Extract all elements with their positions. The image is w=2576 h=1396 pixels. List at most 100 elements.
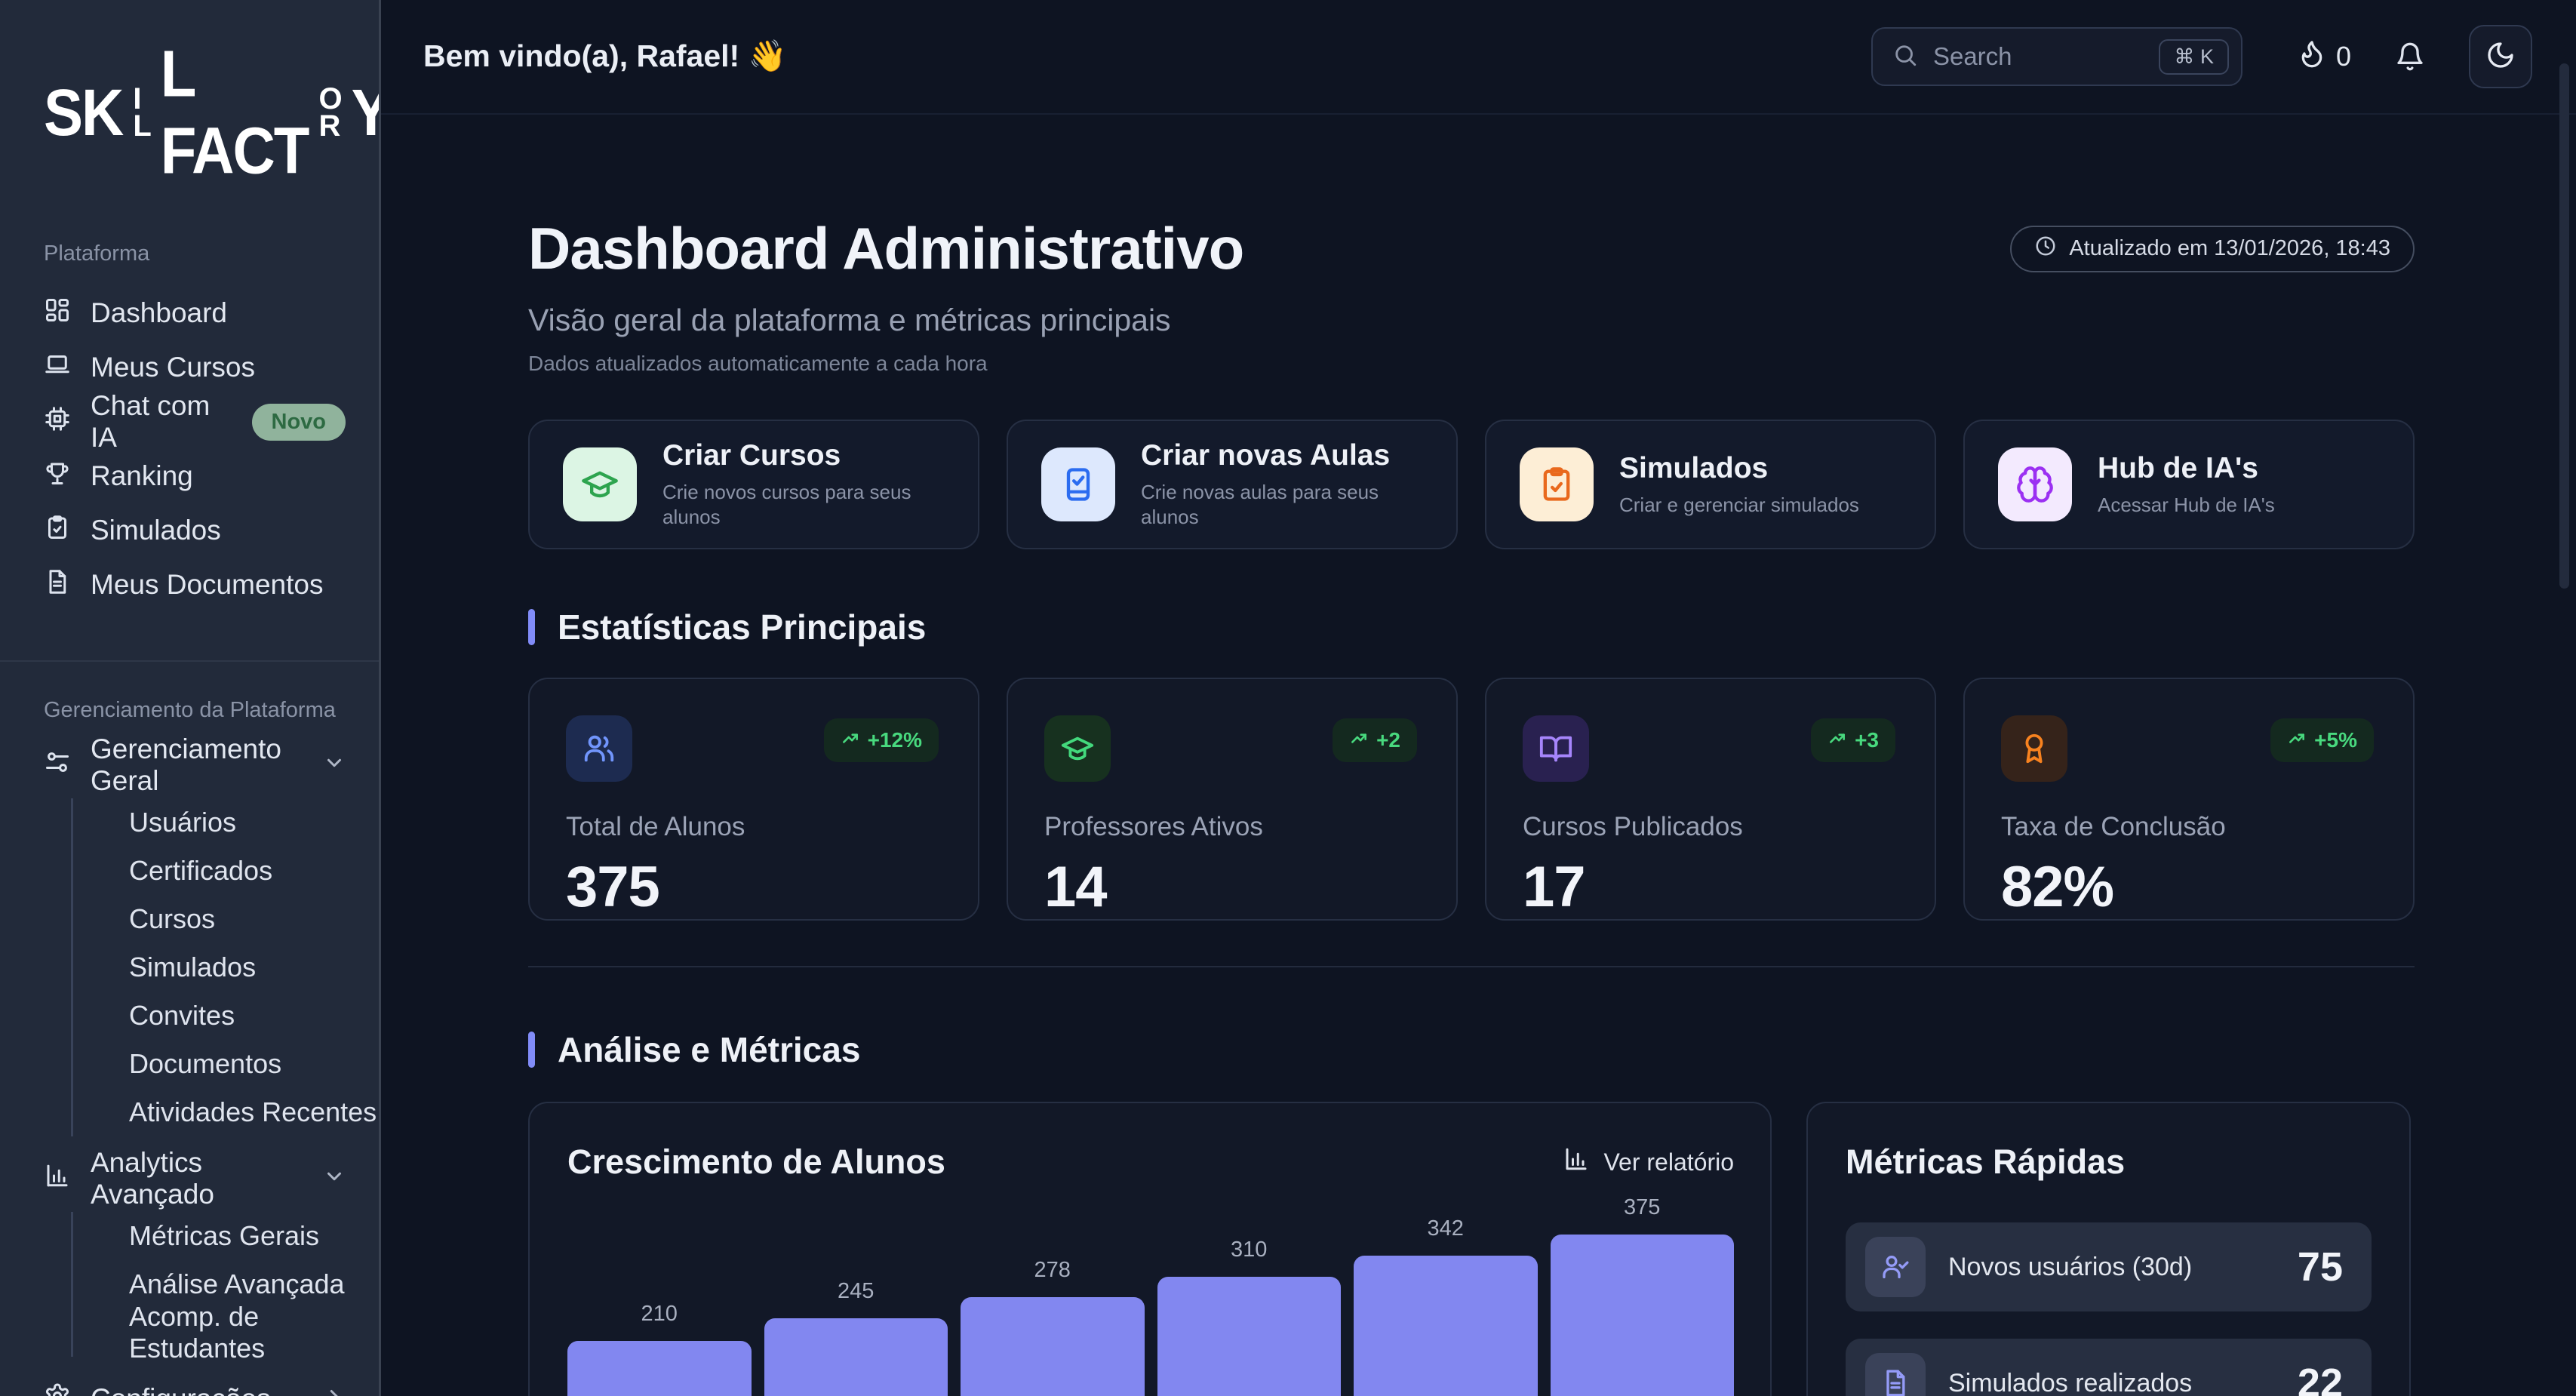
chart-bar-value-label: 210: [641, 1302, 678, 1327]
welcome-message: Bem vindo(a), Rafael! 👋: [423, 38, 787, 73]
chart-bar-column: 375: [1550, 1195, 1734, 1396]
sidebar-item-certificados[interactable]: Certificados: [129, 855, 273, 886]
sidebar-item-configuracoes[interactable]: Configurações: [0, 1370, 379, 1396]
quick-action-criar-cursos[interactable]: Criar Cursos Crie novos cursos para seus…: [528, 420, 979, 549]
quick-metrics-title: Métricas Rápidas: [1846, 1142, 2126, 1181]
award-icon: [2001, 715, 2067, 782]
sidebar-item-metricas-gerais[interactable]: Métricas Gerais: [129, 1220, 320, 1251]
topbar-actions: 0: [2297, 25, 2532, 88]
sidebar-item-meus-cursos[interactable]: Meus Cursos: [0, 340, 379, 395]
sidebar-section-gerenciamento: Gerenciamento da Plataforma: [44, 698, 336, 722]
chart-bar: 245: [764, 1279, 948, 1396]
quick-action-criar-aulas[interactable]: Criar novas Aulas Crie novas aulas para …: [1007, 420, 1458, 549]
bell-icon: [2395, 42, 2425, 72]
gerenciamento-sublist: Usuários Certificados Cursos Simulados C…: [71, 798, 379, 1136]
search-input-wrapper[interactable]: ⌘ K: [1871, 27, 2242, 86]
search-input[interactable]: [1932, 42, 2144, 71]
clipboard-check-icon: [1520, 447, 1594, 521]
sidebar-item-dashboard[interactable]: Dashboard: [0, 286, 379, 340]
chart-bar: 342: [1354, 1216, 1538, 1396]
metric-row-novos-usuarios: Novos usuários (30d) 75: [1846, 1222, 2372, 1311]
trending-up-icon: [1349, 728, 1369, 753]
chart-bar-column: 245: [764, 1235, 948, 1396]
sidebar-item-acomp-estudantes[interactable]: Acomp. de Estudantes: [129, 1301, 266, 1364]
view-report-button[interactable]: Ver relatório: [1563, 1145, 1734, 1179]
file-text-icon: [44, 568, 71, 602]
sidebar-group-gerenciamento-geral[interactable]: Gerenciamento Geral: [0, 733, 379, 796]
last-updated-badge: Atualizado em 13/01/2026, 18:43: [2010, 225, 2415, 272]
logo-part2: L FACT: [160, 36, 310, 188]
logo-part1: SK: [44, 75, 124, 149]
chart-bar-value-label: 342: [1427, 1216, 1464, 1241]
graduation-cap-icon: [563, 447, 637, 521]
analytics-sublist: Métricas Gerais Análise Avançada Acomp. …: [71, 1212, 379, 1364]
stat-card-taxa-conclusao: +5% Taxa de Conclusão 82%: [1963, 678, 2415, 921]
streak-count: 0: [2335, 41, 2351, 72]
search-icon: [1892, 42, 1918, 72]
book-open-icon: [1523, 715, 1589, 782]
topbar: Bem vindo(a), Rafael! 👋 ⌘ K 0: [381, 0, 2576, 115]
stats-section-header: Estatísticas Principais: [528, 607, 2415, 647]
laptop-icon: [44, 351, 71, 385]
chevron-down-icon: [323, 1163, 346, 1195]
notifications-button[interactable]: [2395, 42, 2425, 72]
metric-row-simulados-realizados: Simulados realizados 22: [1846, 1339, 2372, 1396]
bar-chart-icon: [1563, 1145, 1590, 1179]
quick-action-hub-ia[interactable]: Hub de IA's Acessar Hub de IA's: [1963, 420, 2415, 549]
users-icon: [566, 715, 632, 782]
growth-chart-card: Crescimento de Alunos Ver relatório 210 2…: [528, 1102, 1772, 1396]
sidebar-item-analise-avancada[interactable]: Análise Avançada: [129, 1268, 345, 1299]
scrollbar-thumb[interactable]: [2559, 63, 2569, 589]
section-accent-bar: [528, 1032, 535, 1068]
stat-card-professores: +2 Professores Ativos 14: [1007, 678, 1458, 921]
graduation-cap-icon: [1044, 715, 1111, 782]
sliders-icon: [44, 749, 71, 783]
logo-part3: Y: [352, 74, 379, 151]
section-divider: [528, 966, 2415, 967]
chart-bar-column: 210: [567, 1235, 752, 1396]
quick-action-simulados[interactable]: Simulados Criar e gerenciar simulados: [1485, 420, 1936, 549]
sidebar-item-meus-documentos[interactable]: Meus Documentos: [0, 558, 379, 612]
stats-grid: +12% Total de Alunos 375 +2 Professores …: [528, 678, 2415, 921]
flame-icon: [2297, 38, 2327, 75]
sidebar-item-documentos[interactable]: Documentos: [129, 1048, 282, 1079]
sidebar-item-chat-ia[interactable]: Chat com IA Novo: [0, 390, 379, 453]
stat-delta-badge: +5%: [2270, 718, 2374, 762]
novo-badge: Novo: [251, 403, 346, 441]
sidebar-item-simulados-admin[interactable]: Simulados: [129, 952, 257, 982]
streak-counter[interactable]: 0: [2297, 38, 2351, 75]
sidebar-section-plataforma: Plataforma: [44, 241, 150, 266]
stat-delta-badge: +12%: [823, 718, 939, 762]
chart-bar-column: 310: [1157, 1235, 1341, 1396]
section-accent-bar: [528, 609, 535, 645]
search-shortcut-kbd: ⌘ K: [2159, 38, 2229, 75]
sidebar-item-simulados[interactable]: Simulados: [0, 503, 379, 558]
stat-card-total-alunos: +12% Total de Alunos 375: [528, 678, 979, 921]
quick-actions: Criar Cursos Crie novos cursos para seus…: [528, 420, 2415, 549]
stat-delta-badge: +3: [1811, 718, 1895, 762]
trophy-icon: [44, 460, 71, 494]
sidebar-divider: [0, 660, 379, 662]
sidebar-item-convites[interactable]: Convites: [129, 1000, 235, 1031]
quick-metrics-card: Métricas Rápidas Novos usuários (30d) 75…: [1806, 1102, 2411, 1396]
trending-up-icon: [841, 728, 860, 753]
bar-chart-icon: [44, 1162, 71, 1196]
clipboard-check-icon: [44, 514, 71, 548]
moon-icon: [2485, 40, 2516, 74]
stat-card-cursos-publicados: +3 Cursos Publicados 17: [1485, 678, 1936, 921]
dashboard-grid-icon: [44, 297, 71, 331]
clock-icon: [2034, 235, 2057, 263]
sidebar-item-ranking[interactable]: Ranking: [0, 449, 379, 503]
sidebar-item-usuarios[interactable]: Usuários: [129, 807, 237, 838]
sidebar-nav: Dashboard Meus Cursos Chat com IA Novo R…: [0, 286, 379, 612]
chart-bar: 278: [961, 1258, 1145, 1396]
sidebar-item-atividades-recentes[interactable]: Atividades Recentes: [129, 1096, 377, 1127]
trending-up-icon: [2287, 728, 2307, 753]
theme-toggle-button[interactable]: [2469, 25, 2532, 88]
sidebar-group-analytics[interactable]: Analytics Avançado: [0, 1147, 379, 1210]
sidebar-item-cursos[interactable]: Cursos: [129, 903, 216, 934]
trending-up-icon: [1827, 728, 1847, 753]
file-text-icon: [1865, 1353, 1926, 1396]
analytics-section-header: Análise e Métricas: [528, 1029, 2415, 1070]
